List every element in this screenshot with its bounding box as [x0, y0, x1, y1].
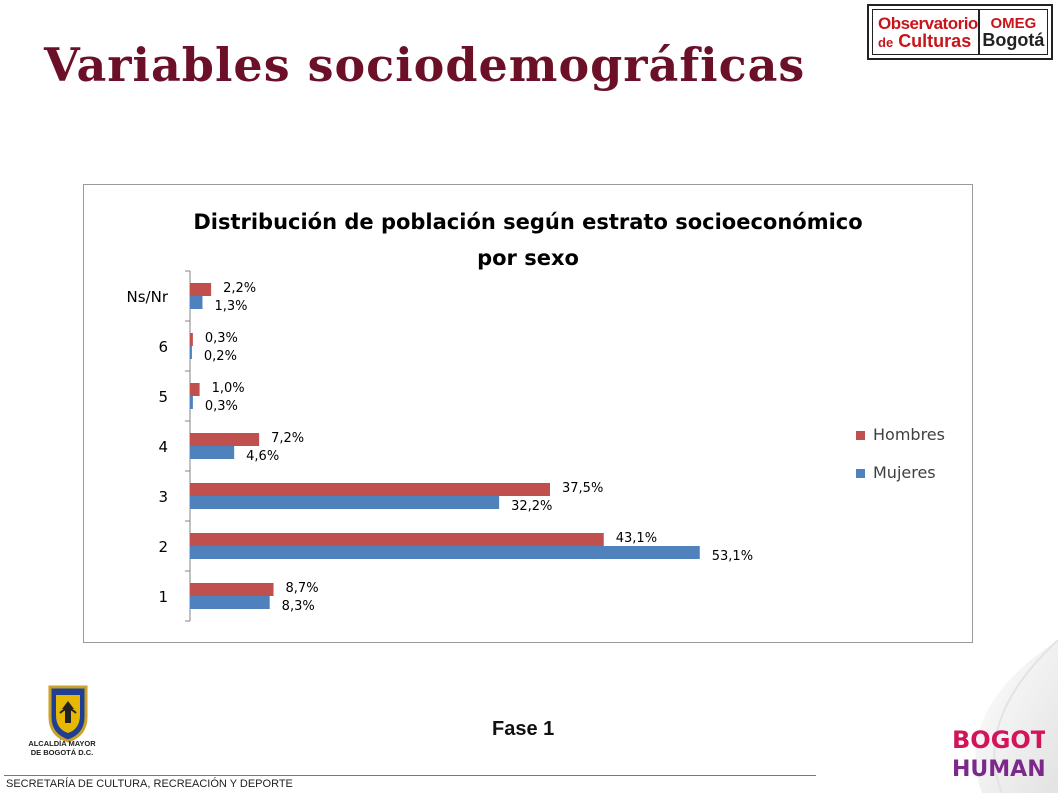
bar-hombres: [190, 433, 260, 446]
logo-line2-small: de: [878, 34, 894, 50]
data-label-hombres: 37,5%: [562, 481, 603, 496]
crest-line-1: ALCALDÍA MAYOR: [28, 739, 96, 748]
chart-frame: Distribución de población según estrato …: [83, 184, 973, 643]
y-tick-label: 1: [158, 588, 168, 606]
bar-hombres: [190, 483, 550, 496]
logo-line1: Observatorio: [878, 13, 978, 33]
footer-divider: [4, 775, 816, 776]
chart-title-line-2: por sexo: [477, 246, 579, 270]
chart-svg: Distribución de población según estrato …: [127, 210, 945, 622]
data-label-mujeres: 8,3%: [282, 599, 315, 614]
bar-hombres: [190, 283, 212, 296]
legend-swatch-hombres: [856, 431, 865, 440]
logo-right2: Bogotá: [982, 29, 1045, 50]
data-label-mujeres: 0,2%: [204, 349, 237, 364]
y-tick-label: 6: [158, 338, 168, 356]
data-label-hombres: 0,3%: [205, 331, 238, 346]
crest-line-2: DE BOGOTÁ D.C.: [30, 747, 94, 757]
bar-mujeres: [190, 446, 235, 459]
data-label-hombres: 8,7%: [286, 581, 319, 596]
data-label-hombres: 43,1%: [616, 531, 657, 546]
data-label-mujeres: 1,3%: [214, 299, 247, 314]
caption: Fase 1: [492, 718, 555, 740]
y-tick-label: 5: [158, 388, 168, 406]
bar-mujeres: [190, 546, 700, 559]
bar-hombres: [190, 383, 200, 396]
bar-mujeres: [190, 396, 193, 409]
bogota-crest-icon: [48, 685, 88, 743]
bar-mujeres: [190, 496, 500, 509]
data-label-hombres: 7,2%: [271, 431, 304, 446]
logo-right1: OMEG: [990, 14, 1037, 32]
y-tick-label: 3: [158, 488, 168, 506]
data-label-mujeres: 32,2%: [511, 499, 552, 514]
data-label-mujeres: 53,1%: [712, 549, 753, 564]
y-tick-label: 4: [158, 438, 168, 456]
logo-line2: Culturas: [898, 30, 972, 51]
y-tick-label: Ns/Nr: [127, 288, 169, 306]
data-label-mujeres: 0,3%: [205, 399, 238, 414]
bar-hombres: [190, 533, 604, 546]
bar-hombres: [190, 333, 193, 346]
brand-line2: HUMANA: [952, 757, 1045, 780]
data-label-mujeres: 4,6%: [246, 449, 279, 464]
page-title: Variables sociodemográficas: [44, 38, 806, 92]
data-label-hombres: 2,2%: [223, 281, 256, 296]
crest-text: ALCALDÍA MAYOR DE BOGOTÁ D.C.: [14, 739, 110, 757]
legend-label-mujeres: Mujeres: [873, 463, 936, 482]
brand-line1: BOGOTÁ: [952, 725, 1045, 754]
bar-mujeres: [190, 346, 192, 359]
page-curl-decoration: [975, 640, 1058, 793]
data-label-hombres: 1,0%: [212, 381, 245, 396]
bogota-humana-logo: BOGOTÁ HUMANA: [952, 725, 1045, 780]
bar-hombres: [190, 583, 274, 596]
footer-text: SECRETARÍA DE CULTURA, RECREACIÓN Y DEPO…: [6, 778, 293, 790]
legend-label-hombres: Hombres: [873, 425, 945, 444]
observatorio-logo: Observatorio de Culturas OMEG Bogotá: [867, 4, 1053, 60]
legend-swatch-mujeres: [856, 469, 865, 478]
bar-mujeres: [190, 596, 270, 609]
bar-mujeres: [190, 296, 203, 309]
chart-title-line-1: Distribución de población según estrato …: [193, 210, 862, 234]
y-tick-label: 2: [158, 538, 168, 556]
